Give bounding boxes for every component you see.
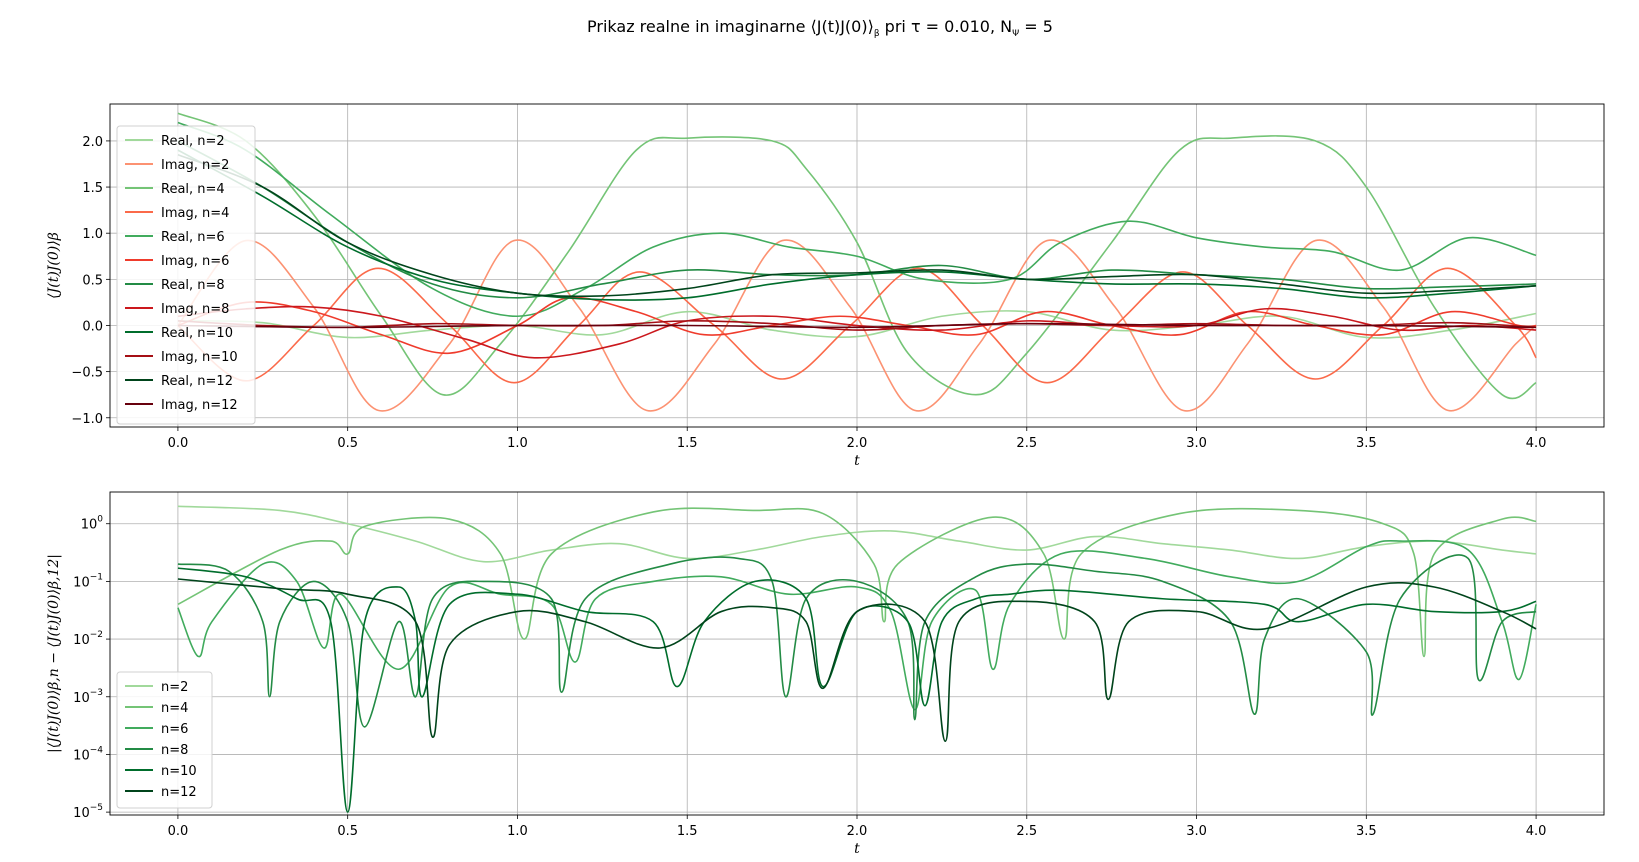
x-tick-label: 3.5 xyxy=(1356,436,1377,451)
legend-entry-imag-n-10: Imag, n=10 xyxy=(161,350,238,365)
y-tick-label: −0.5 xyxy=(71,366,103,381)
series-line-imag-n-4 xyxy=(177,267,1537,384)
x-tick-label: 2.0 xyxy=(847,824,868,839)
series-line-n-2 xyxy=(177,505,1537,563)
legend-entry-real-n-4: Real, n=4 xyxy=(161,182,225,197)
y-tick-label: 10−2 xyxy=(73,630,103,648)
x-tick-label: 0.0 xyxy=(168,436,189,451)
x-tick-label: 2.5 xyxy=(1016,436,1037,451)
y-tick-label: 2.0 xyxy=(82,135,103,150)
x-tick-label: 3.0 xyxy=(1186,436,1207,451)
x-tick-label: 3.0 xyxy=(1186,824,1207,839)
legend-entry-imag-n-4: Imag, n=4 xyxy=(161,206,229,221)
figure-title: Prikaz realne in imaginarne ⟨J(t)J(0)⟩β … xyxy=(587,17,1053,39)
y-tick-label: 0.5 xyxy=(82,273,103,288)
series-line-n-10 xyxy=(177,567,1537,813)
legend-entry-imag-n-6: Imag, n=6 xyxy=(161,254,229,269)
top-panel: 0.0 0.5 1.0 1.5 2.0 2.5 3.0 3.5 4.0 2.0 1.5 1.0 0.5 0… xyxy=(46,103,1605,469)
x-tick-label: 0.5 xyxy=(337,436,358,451)
x-tick-label: 2.5 xyxy=(1016,824,1037,839)
x-tick-label: 1.0 xyxy=(507,824,528,839)
x-tick-label: 4.0 xyxy=(1526,824,1547,839)
axes-frame xyxy=(109,103,1605,428)
series-line-real-n-2 xyxy=(177,310,1537,339)
legend-entry-n-12: n=12 xyxy=(161,785,197,800)
legend-entry-n-6: n=6 xyxy=(161,722,188,737)
x-tick-label: 1.5 xyxy=(677,824,698,839)
legend-box xyxy=(116,125,256,425)
y-tick-label: 10−1 xyxy=(73,572,103,590)
series-line-n-12 xyxy=(177,578,1537,742)
y-tick-label: 10−5 xyxy=(73,803,103,821)
bottom-panel: 0.0 0.5 1.0 1.5 2.0 2.5 3.0 3.5 4.0 100 10−1 10−2 10… xyxy=(46,491,1605,857)
y-tick-label: 100 xyxy=(81,515,104,533)
y-axis-label: ⟨J(t)J(0)⟩β xyxy=(46,232,62,299)
legend-entry-n-2: n=2 xyxy=(161,680,188,695)
series-line-n-8 xyxy=(177,554,1537,728)
y-tick-label: 1.5 xyxy=(82,181,103,196)
series-line-imag-n-2 xyxy=(177,239,1537,412)
axes-frame xyxy=(109,491,1605,816)
x-tick-label: 0.0 xyxy=(168,824,189,839)
y-tick-label: 1.0 xyxy=(82,227,103,242)
y-axis-label: |⟨J(t)J(0)⟩β,n − ⟨J(t)J(0)⟩β,12| xyxy=(46,554,62,753)
series-line-real-n-4 xyxy=(177,112,1537,400)
legend-entry-imag-n-12: Imag, n=12 xyxy=(161,398,238,413)
x-axis-label: t xyxy=(854,841,860,857)
x-tick-label: 0.5 xyxy=(337,824,358,839)
x-tick-label: 3.5 xyxy=(1356,824,1377,839)
series-line-n-6 xyxy=(177,539,1537,711)
series-line-real-n-12 xyxy=(177,154,1537,298)
series-line-real-n-6 xyxy=(177,121,1537,318)
legend-entry-n-10: n=10 xyxy=(161,764,197,779)
legend-entry-imag-n-8: Imag, n=8 xyxy=(161,302,229,317)
series-line-real-n-10 xyxy=(177,149,1537,301)
y-tick-label: 10−4 xyxy=(73,745,103,763)
legend-entry-real-n-6: Real, n=6 xyxy=(161,230,225,245)
y-tick-label: −1.0 xyxy=(71,412,103,427)
legend-entry-real-n-10: Real, n=10 xyxy=(161,326,233,341)
legend-entry-n-8: n=8 xyxy=(161,743,188,758)
y-tick-label: 10−3 xyxy=(73,688,103,706)
legend-entry-real-n-8: Real, n=8 xyxy=(161,278,225,293)
series-line-imag-n-8 xyxy=(177,305,1537,359)
series-line-imag-n-6 xyxy=(177,296,1537,354)
series-line-imag-n-12 xyxy=(177,322,1537,329)
x-axis-label: t xyxy=(854,453,860,469)
legend-entry-real-n-2: Real, n=2 xyxy=(161,134,225,149)
legend-entry-imag-n-2: Imag, n=2 xyxy=(161,158,229,173)
x-tick-label: 4.0 xyxy=(1526,436,1547,451)
legend-entry-n-4: n=4 xyxy=(161,701,188,716)
x-tick-label: 2.0 xyxy=(847,436,868,451)
x-tick-label: 1.0 xyxy=(507,436,528,451)
x-tick-label: 1.5 xyxy=(677,436,698,451)
y-tick-label: 0.0 xyxy=(82,319,103,334)
legend-entry-real-n-12: Real, n=12 xyxy=(161,374,233,389)
